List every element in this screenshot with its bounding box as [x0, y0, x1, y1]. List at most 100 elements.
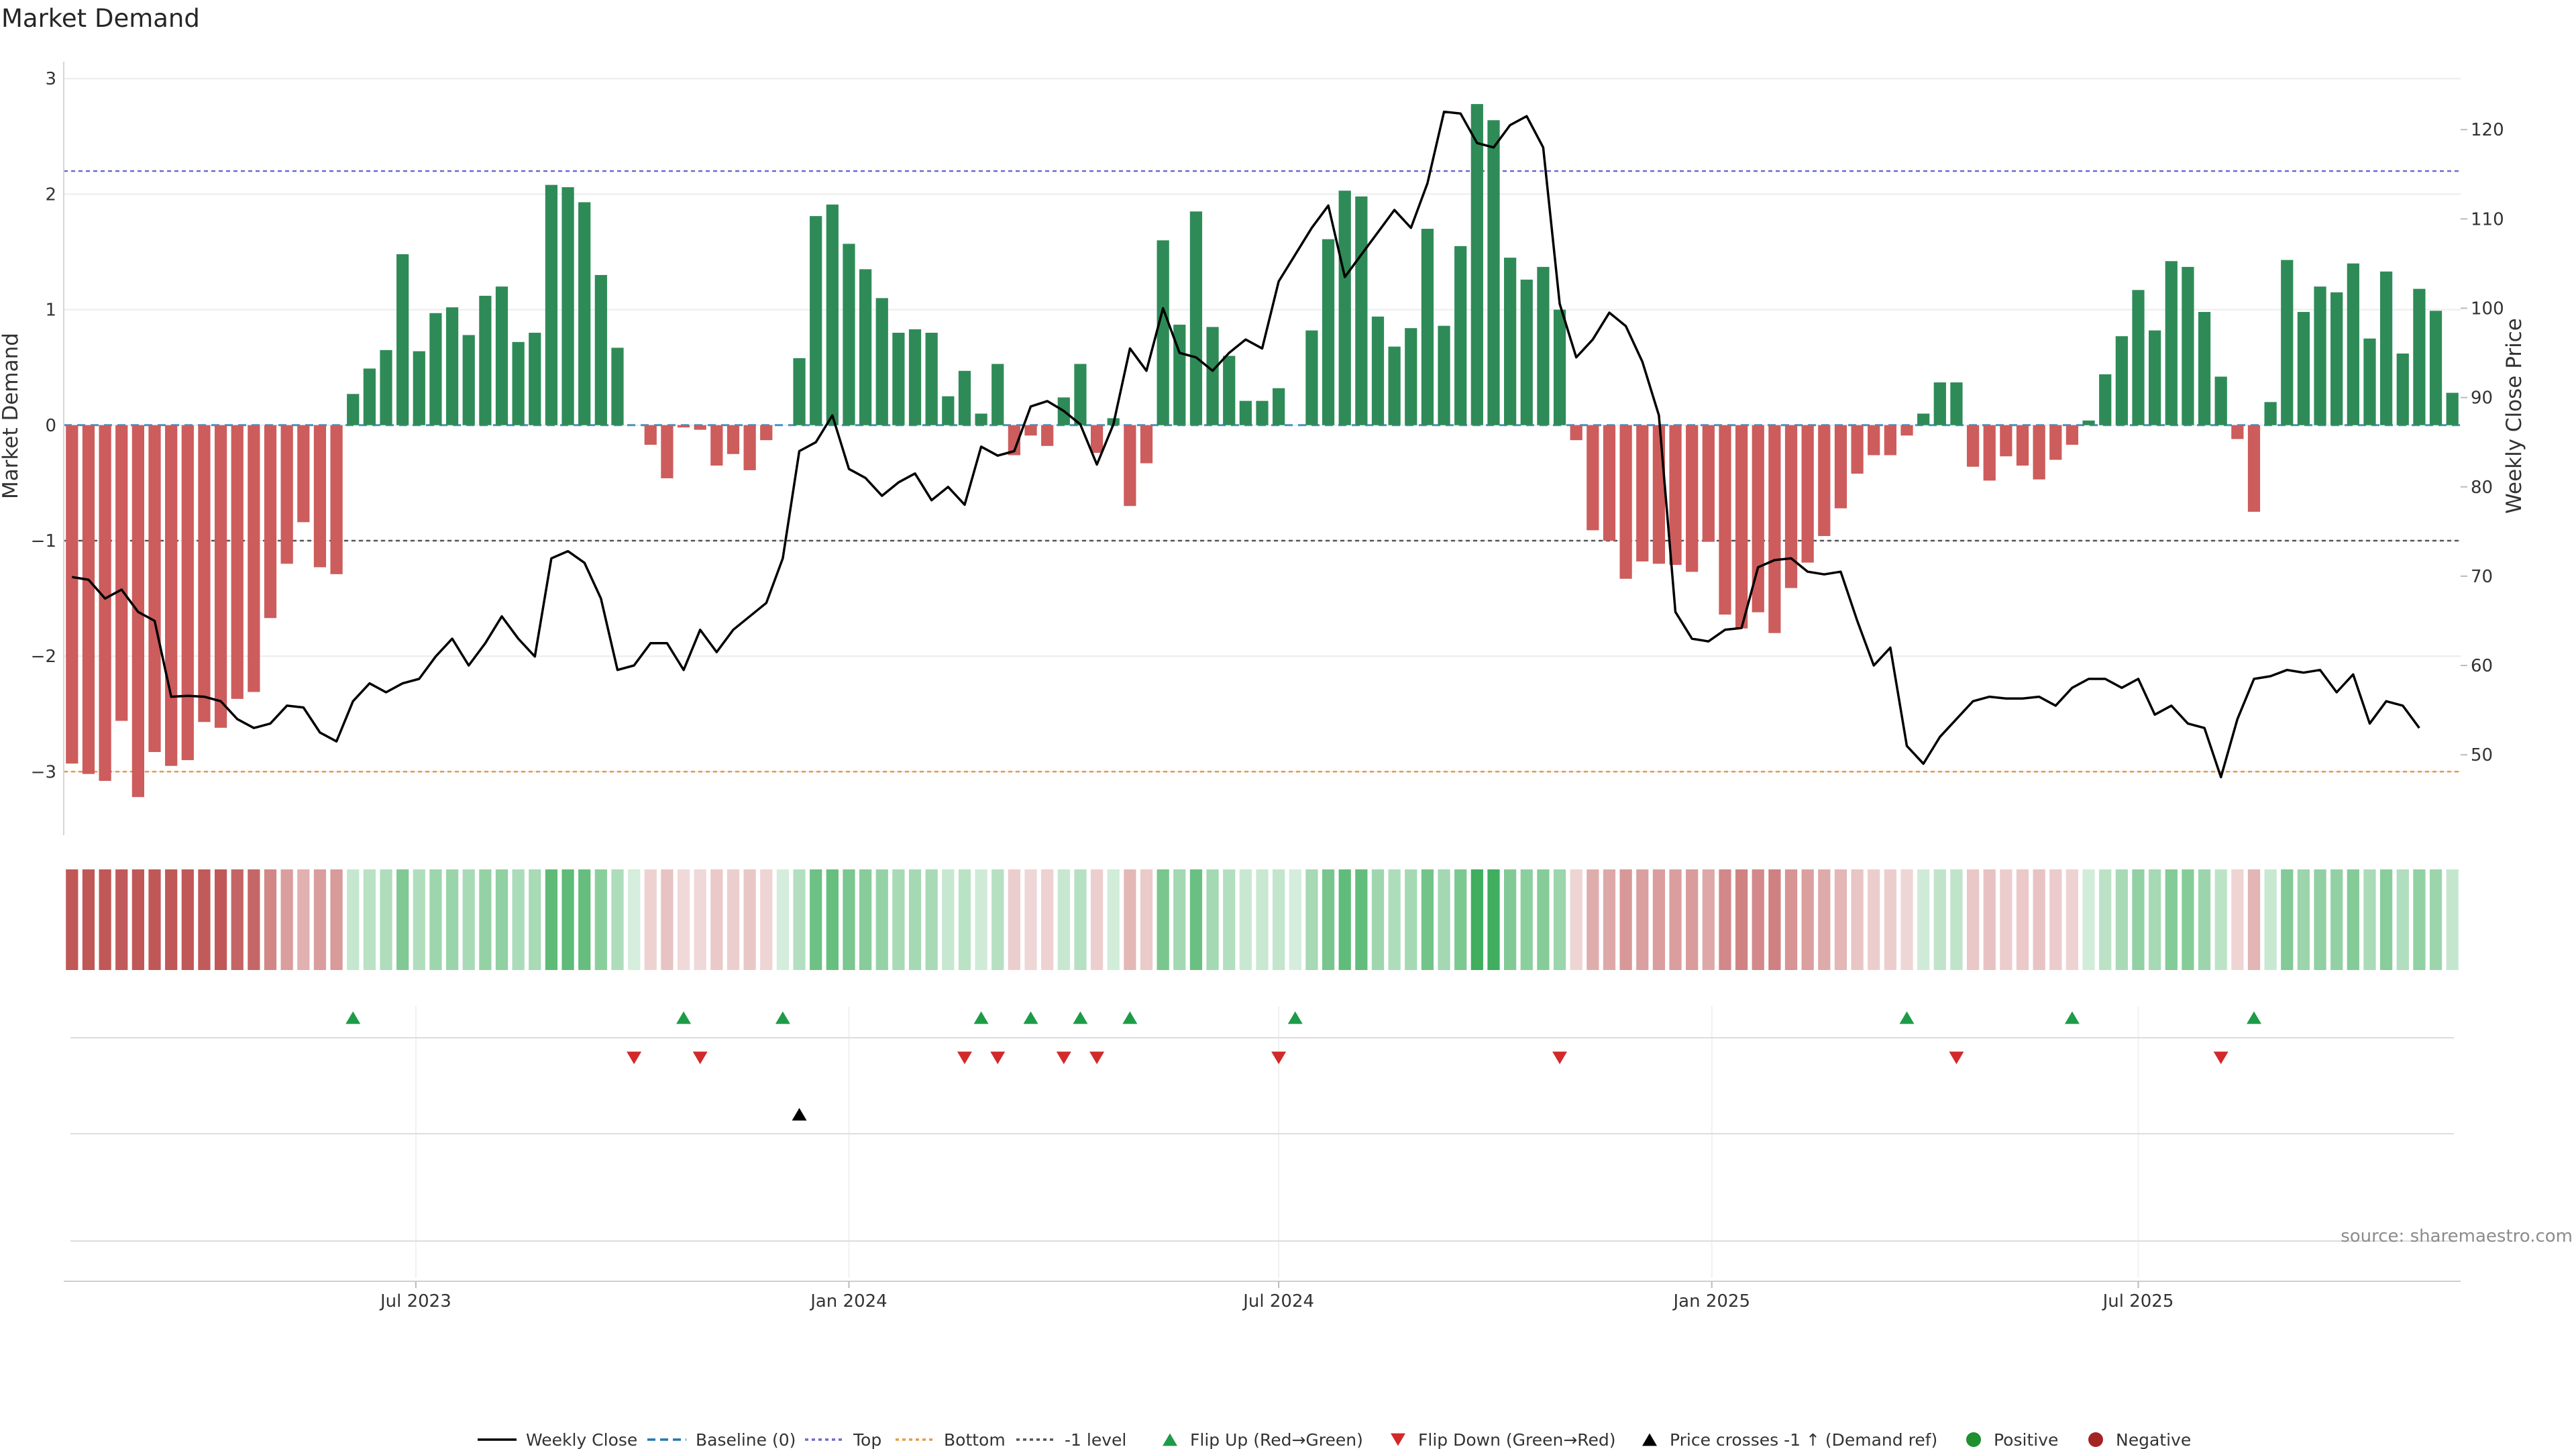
legend-item: Top — [805, 1430, 881, 1449]
legend-label: Baseline (0) — [696, 1430, 796, 1449]
y-tick-label: 3 — [45, 69, 56, 89]
demand-bar — [2165, 261, 2178, 425]
heat-strip-cell — [1223, 869, 1236, 970]
demand-bar — [810, 216, 822, 425]
demand-bar — [2413, 288, 2426, 425]
demand-bar — [611, 347, 624, 425]
y2-tick-label: 90 — [2471, 388, 2493, 409]
y2-tick-label: 60 — [2471, 656, 2493, 676]
flip-down-marker — [692, 1051, 708, 1065]
demand-bar — [1239, 400, 1252, 425]
legend-label: Positive — [1994, 1430, 2058, 1449]
heat-strip-cell — [2281, 869, 2294, 970]
legend-label: Bottom — [944, 1430, 1006, 1449]
demand-bar — [297, 425, 310, 523]
heat-strip-cell — [313, 869, 327, 970]
heat-strip-cell — [214, 869, 227, 970]
demand-bar — [165, 425, 178, 766]
demand-bar — [529, 333, 541, 425]
heat-strip-cell — [1405, 869, 1417, 970]
heat-strip-cell — [810, 869, 822, 970]
heat-strip-cell — [2033, 869, 2045, 970]
heat-strip-cell — [2264, 869, 2277, 970]
demand-bar — [991, 364, 1004, 425]
heat-strip-cell — [1024, 869, 1037, 970]
demand-bar — [677, 425, 690, 428]
heat-strip-cell — [1173, 869, 1186, 970]
demand-bar — [2065, 425, 2079, 445]
heat-strip-cell — [2000, 869, 2012, 970]
demand-bar — [1553, 309, 1566, 425]
heat-strip-cell — [644, 869, 657, 970]
demand-bar — [942, 396, 955, 425]
heat-strip-cell — [165, 869, 178, 970]
demand-bar — [1983, 425, 1996, 481]
demand-bar — [1570, 425, 1582, 441]
demand-bar — [2149, 330, 2161, 425]
demand-bar — [793, 358, 806, 425]
demand-bar — [1454, 246, 1467, 425]
demand-bar — [743, 425, 756, 470]
x-tick-label: Jul 2024 — [1242, 1291, 1314, 1311]
legend-swatch-up — [1642, 1433, 1657, 1446]
flip-up-marker — [1023, 1011, 1038, 1024]
demand-bar — [2264, 402, 2277, 425]
demand-bar — [1305, 330, 1318, 425]
demand-bar — [661, 425, 674, 478]
heat-strip-cell — [1388, 869, 1401, 970]
heat-strip-cell — [264, 869, 277, 970]
demand-bar — [826, 204, 839, 425]
demand-bar — [429, 313, 442, 425]
heat-strip-cell — [1355, 869, 1368, 970]
demand-bar — [1024, 425, 1037, 436]
demand-bar — [512, 341, 525, 425]
heat-strip-cell — [1140, 869, 1153, 970]
demand-bar — [1438, 325, 1450, 425]
heat-strip-cell — [1868, 869, 1880, 970]
source-note: source: sharemaestro.com — [2341, 1226, 2573, 1246]
heat-strip-cell — [1603, 869, 1616, 970]
legend-label: Weekly Close — [526, 1430, 637, 1449]
heat-strip-cell — [445, 869, 459, 970]
demand-bar — [1487, 120, 1500, 425]
demand-bar — [727, 425, 740, 454]
demand-bar — [561, 187, 574, 425]
demand-bar — [2281, 260, 2294, 425]
legend-label: Flip Down (Green→Red) — [1418, 1430, 1616, 1449]
legend-item: Baseline (0) — [647, 1430, 796, 1449]
heat-strip-cell — [1074, 869, 1087, 970]
heat-strip-cell — [248, 869, 260, 970]
demand-bar — [1950, 382, 1963, 425]
demand-bar — [1074, 364, 1087, 425]
heat-strip-cell — [115, 869, 128, 970]
y2-tick-label: 50 — [2471, 745, 2493, 765]
demand-bar — [1966, 425, 1980, 467]
heat-strip-cell — [1206, 869, 1219, 970]
heat-strip-cell — [148, 869, 161, 970]
demand-bar — [1322, 239, 1335, 425]
heat-strip-cell — [131, 869, 145, 970]
heat-strip-cell — [512, 869, 525, 970]
legend-item: -1 level — [1016, 1430, 1126, 1449]
heat-strip-cell — [2247, 869, 2261, 970]
demand-bar — [1206, 327, 1219, 425]
y2-axis-label: Weekly Close Price — [2502, 318, 2526, 514]
flip-up-marker — [2246, 1011, 2261, 1024]
heat-strip-cell — [2446, 869, 2459, 970]
heat-strip-cell — [1702, 869, 1715, 970]
heat-strip-cell — [578, 869, 591, 970]
demand-bar — [1768, 425, 1781, 633]
heat-strip-cell — [82, 869, 95, 970]
flip-up-marker — [973, 1011, 989, 1024]
heat-strip-cell — [347, 869, 360, 970]
heat-strip-cell — [1669, 869, 1682, 970]
heat-strip-cell — [2413, 869, 2426, 970]
heat-strip-cell — [1487, 869, 1500, 970]
heat-strip-cell — [942, 869, 955, 970]
demand-bar — [313, 425, 327, 568]
heat-strip-cell — [479, 869, 492, 970]
heat-strip-cell — [297, 869, 310, 970]
heat-strip-cell — [1107, 869, 1120, 970]
demand-bar — [1587, 425, 1599, 531]
